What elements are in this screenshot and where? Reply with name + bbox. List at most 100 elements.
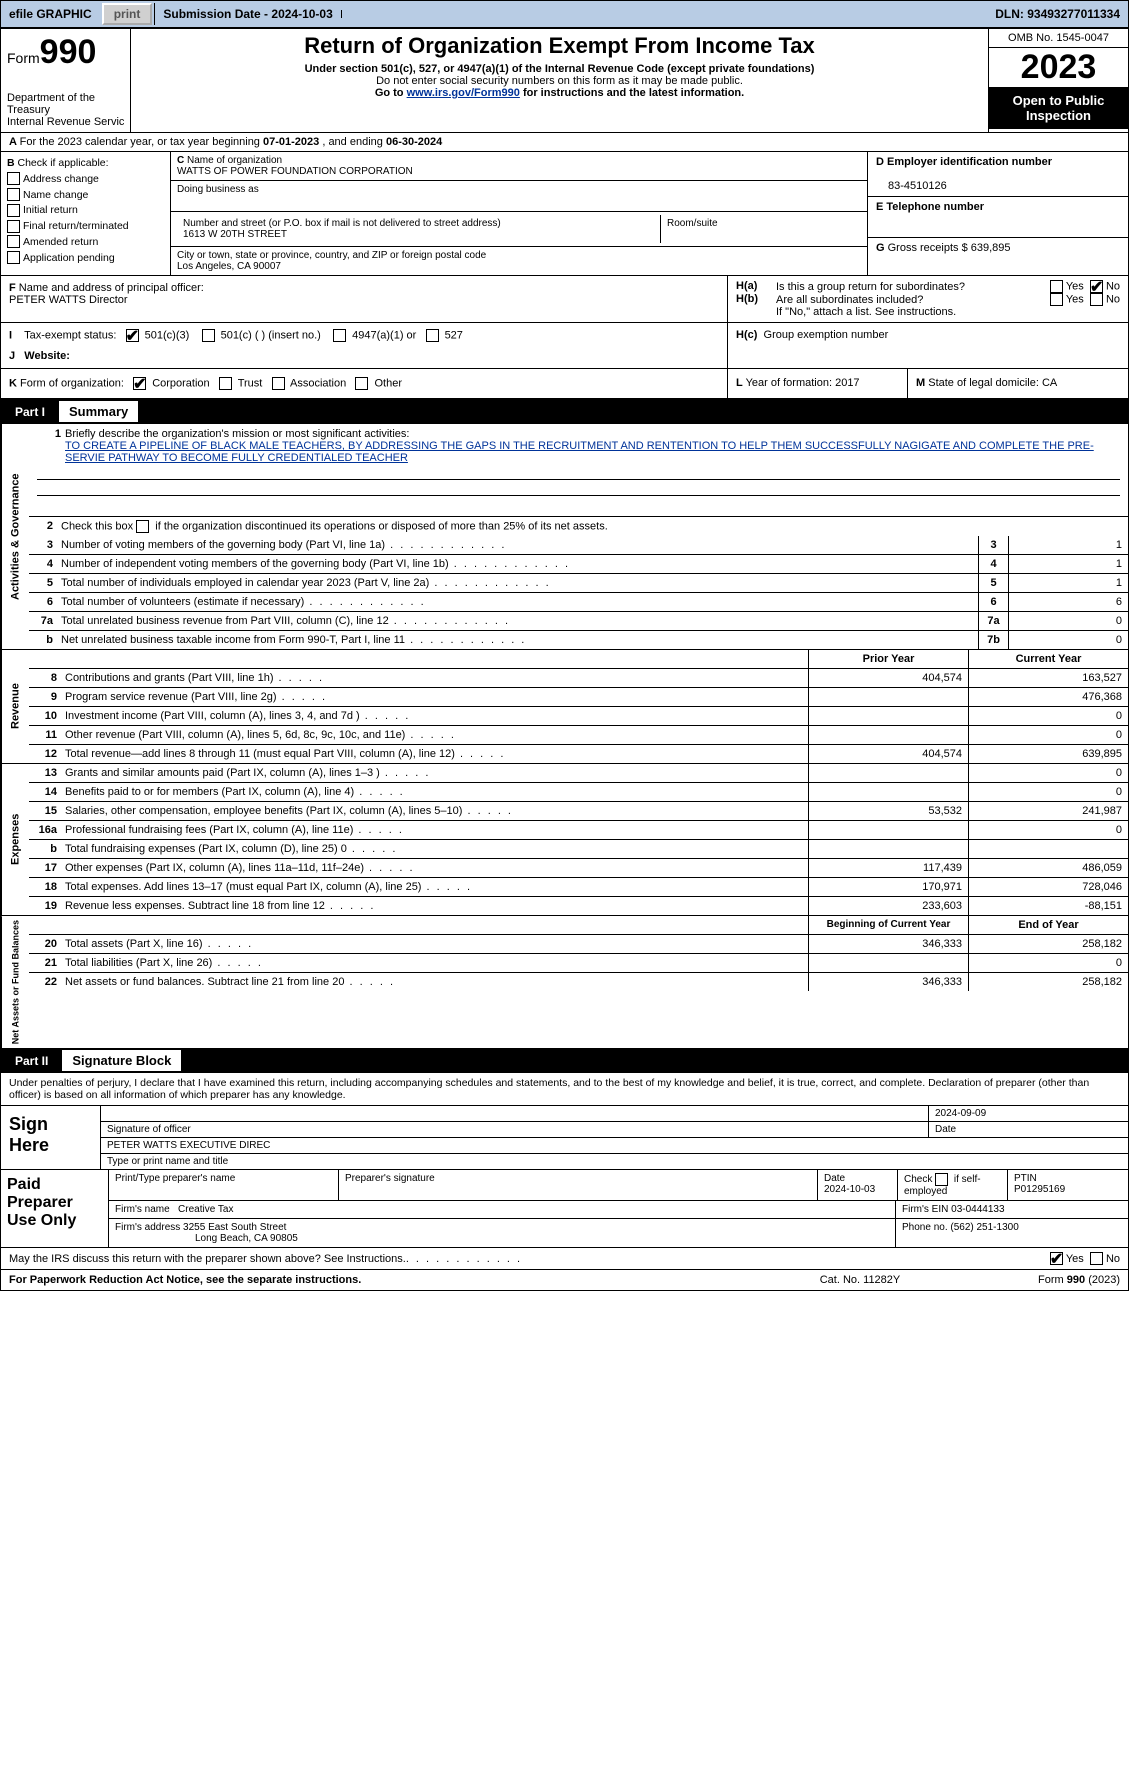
preparer-date: 2024-10-03 <box>824 1184 875 1195</box>
header-middle: Return of Organization Exempt From Incom… <box>131 29 988 132</box>
table-row: 18Total expenses. Add lines 13–17 (must … <box>29 878 1128 897</box>
city-state-zip: Los Angeles, CA 90007 <box>177 261 281 272</box>
revenue-col-headers: Prior Year Current Year <box>29 650 1128 669</box>
table-row: 10Investment income (Part VIII, column (… <box>29 707 1128 726</box>
discuss-with-preparer: May the IRS discuss this return with the… <box>1 1248 1128 1270</box>
form-header: Form990 Department of the Treasury Inter… <box>1 29 1128 133</box>
discuss-no-checkbox[interactable] <box>1090 1252 1103 1265</box>
mission-row: 1 Briefly describe the organization's mi… <box>29 424 1128 517</box>
summary-row: 4Number of independent voting members of… <box>29 555 1128 574</box>
summary-row: 2Check this box if the organization disc… <box>29 517 1128 536</box>
sig-date: 2024-09-09 <box>928 1106 1128 1121</box>
self-employed-checkbox[interactable] <box>935 1173 948 1186</box>
part-2-header: Part II Signature Block <box>1 1048 1128 1073</box>
subtitle-1: Under section 501(c), 527, or 4947(a)(1)… <box>139 63 980 75</box>
net-assets-section: Net Assets or Fund Balances Beginning of… <box>1 916 1128 1048</box>
dln: DLN: 93493277011334 <box>987 3 1128 25</box>
header-left: Form990 Department of the Treasury Inter… <box>1 29 131 132</box>
address-change-checkbox[interactable] <box>7 172 20 185</box>
table-row: 12Total revenue—add lines 8 through 11 (… <box>29 745 1128 763</box>
527-checkbox[interactable] <box>426 329 439 342</box>
side-label-netassets: Net Assets or Fund Balances <box>1 916 29 1048</box>
activities-governance-section: Activities & Governance 1 Briefly descri… <box>1 424 1128 650</box>
side-label-revenue: Revenue <box>1 650 29 763</box>
firm-address: 3255 East South Street <box>183 1222 286 1233</box>
table-row: 21Total liabilities (Part X, line 26)0 <box>29 954 1128 973</box>
summary-row: 3Number of voting members of the governi… <box>29 536 1128 555</box>
omb-number: OMB No. 1545-0047 <box>989 29 1128 48</box>
table-row: 17Other expenses (Part IX, column (A), l… <box>29 859 1128 878</box>
irs-link[interactable]: www.irs.gov/Form990 <box>407 87 520 99</box>
side-label-expenses: Expenses <box>1 764 29 915</box>
other-checkbox[interactable] <box>355 377 368 390</box>
org-name: WATTS OF POWER FOUNDATION CORPORATION <box>177 166 413 177</box>
print-button[interactable]: print <box>102 3 153 25</box>
dept-treasury: Department of the Treasury <box>7 92 124 116</box>
table-row: 20Total assets (Part X, line 16)346,3332… <box>29 935 1128 954</box>
summary-row: 5Total number of individuals employed in… <box>29 574 1128 593</box>
row-k-l-m: K Form of organization: Corporation Trus… <box>1 369 1128 399</box>
paid-preparer-block: Paid Preparer Use Only Print/Type prepar… <box>1 1170 1128 1248</box>
col-d-ein: D Employer identification number 83-4510… <box>868 152 1128 275</box>
ein-value: 83-4510126 <box>876 180 947 192</box>
firm-ein: 03-0444133 <box>951 1204 1004 1215</box>
tax-period: A For the 2023 calendar year, or tax yea… <box>1 133 1128 152</box>
irs-label: Internal Revenue Service <box>7 116 124 128</box>
table-row: 14Benefits paid to or for members (Part … <box>29 783 1128 802</box>
tax-year: 2023 <box>989 48 1128 87</box>
subtitle-2: Do not enter social security numbers on … <box>139 75 980 87</box>
initial-return-checkbox[interactable] <box>7 204 20 217</box>
group-return-yes-checkbox[interactable] <box>1050 280 1063 293</box>
discuss-yes-checkbox[interactable] <box>1050 1252 1063 1265</box>
subordinates-no-checkbox[interactable] <box>1090 293 1103 306</box>
officer-name: PETER WATTS EXECUTIVE DIREC <box>101 1138 276 1153</box>
efile-label: efile GRAPHIC <box>1 3 100 25</box>
trust-checkbox[interactable] <box>219 377 232 390</box>
application-pending-checkbox[interactable] <box>7 251 20 264</box>
subtitle-3: Go to www.irs.gov/Form990 for instructio… <box>139 87 980 99</box>
corporation-checkbox[interactable] <box>133 377 146 390</box>
discontinued-checkbox[interactable] <box>136 520 149 533</box>
association-checkbox[interactable] <box>272 377 285 390</box>
principal-officer: PETER WATTS Director <box>9 294 128 306</box>
form-footer: For Paperwork Reduction Act Notice, see … <box>1 1270 1128 1290</box>
table-row: 22Net assets or fund balances. Subtract … <box>29 973 1128 991</box>
firm-name: Creative Tax <box>178 1204 233 1215</box>
final-return-checkbox[interactable] <box>7 220 20 233</box>
table-row: bTotal fundraising expenses (Part IX, co… <box>29 840 1128 859</box>
table-row: 16aProfessional fundraising fees (Part I… <box>29 821 1128 840</box>
501c3-checkbox[interactable] <box>126 329 139 342</box>
subordinates-yes-checkbox[interactable] <box>1050 293 1063 306</box>
open-to-public: Open to Public Inspection <box>989 87 1128 129</box>
table-row: 11Other revenue (Part VIII, column (A), … <box>29 726 1128 745</box>
row-i-j: I Tax-exempt status: 501(c)(3) 501(c) ( … <box>1 323 1128 369</box>
top-toolbar: efile GRAPHIC print Submission Date - 20… <box>0 0 1129 28</box>
amended-return-checkbox[interactable] <box>7 235 20 248</box>
col-c-org-info: C Name of organization WATTS OF POWER FO… <box>171 152 868 275</box>
header-right: OMB No. 1545-0047 2023 Open to Public In… <box>988 29 1128 132</box>
side-label-governance: Activities & Governance <box>1 424 29 649</box>
sign-here-block: Sign Here 2024-09-09 Signature of office… <box>1 1106 1128 1170</box>
section-bcd: B Check if applicable: Address change Na… <box>1 152 1128 276</box>
catalog-number: Cat. No. 11282Y <box>760 1274 960 1286</box>
year-formation: 2017 <box>835 377 859 389</box>
state-domicile: CA <box>1042 377 1057 389</box>
revenue-section: Revenue Prior Year Current Year 8Contrib… <box>1 650 1128 764</box>
form-990: Form990 Department of the Treasury Inter… <box>0 28 1129 1291</box>
4947-checkbox[interactable] <box>333 329 346 342</box>
name-change-checkbox[interactable] <box>7 188 20 201</box>
mission-text[interactable]: TO CREATE A PIPELINE OF BLACK MALE TEACH… <box>65 440 1094 464</box>
group-return-no-checkbox[interactable] <box>1090 280 1103 293</box>
form-title: Return of Organization Exempt From Incom… <box>139 33 980 59</box>
expenses-section: Expenses 13Grants and similar amounts pa… <box>1 764 1128 916</box>
table-row: 9Program service revenue (Part VIII, lin… <box>29 688 1128 707</box>
part-1-header: Part I Summary <box>1 399 1128 424</box>
summary-row: 7aTotal unrelated business revenue from … <box>29 612 1128 631</box>
summary-row: 6Total number of volunteers (estimate if… <box>29 593 1128 612</box>
table-row: 15Salaries, other compensation, employee… <box>29 802 1128 821</box>
col-b-checkboxes: B Check if applicable: Address change Na… <box>1 152 171 275</box>
gross-receipts: 639,895 <box>971 242 1011 254</box>
table-row: 8Contributions and grants (Part VIII, li… <box>29 669 1128 688</box>
501c-checkbox[interactable] <box>202 329 215 342</box>
perjury-declaration: Under penalties of perjury, I declare th… <box>1 1073 1128 1106</box>
